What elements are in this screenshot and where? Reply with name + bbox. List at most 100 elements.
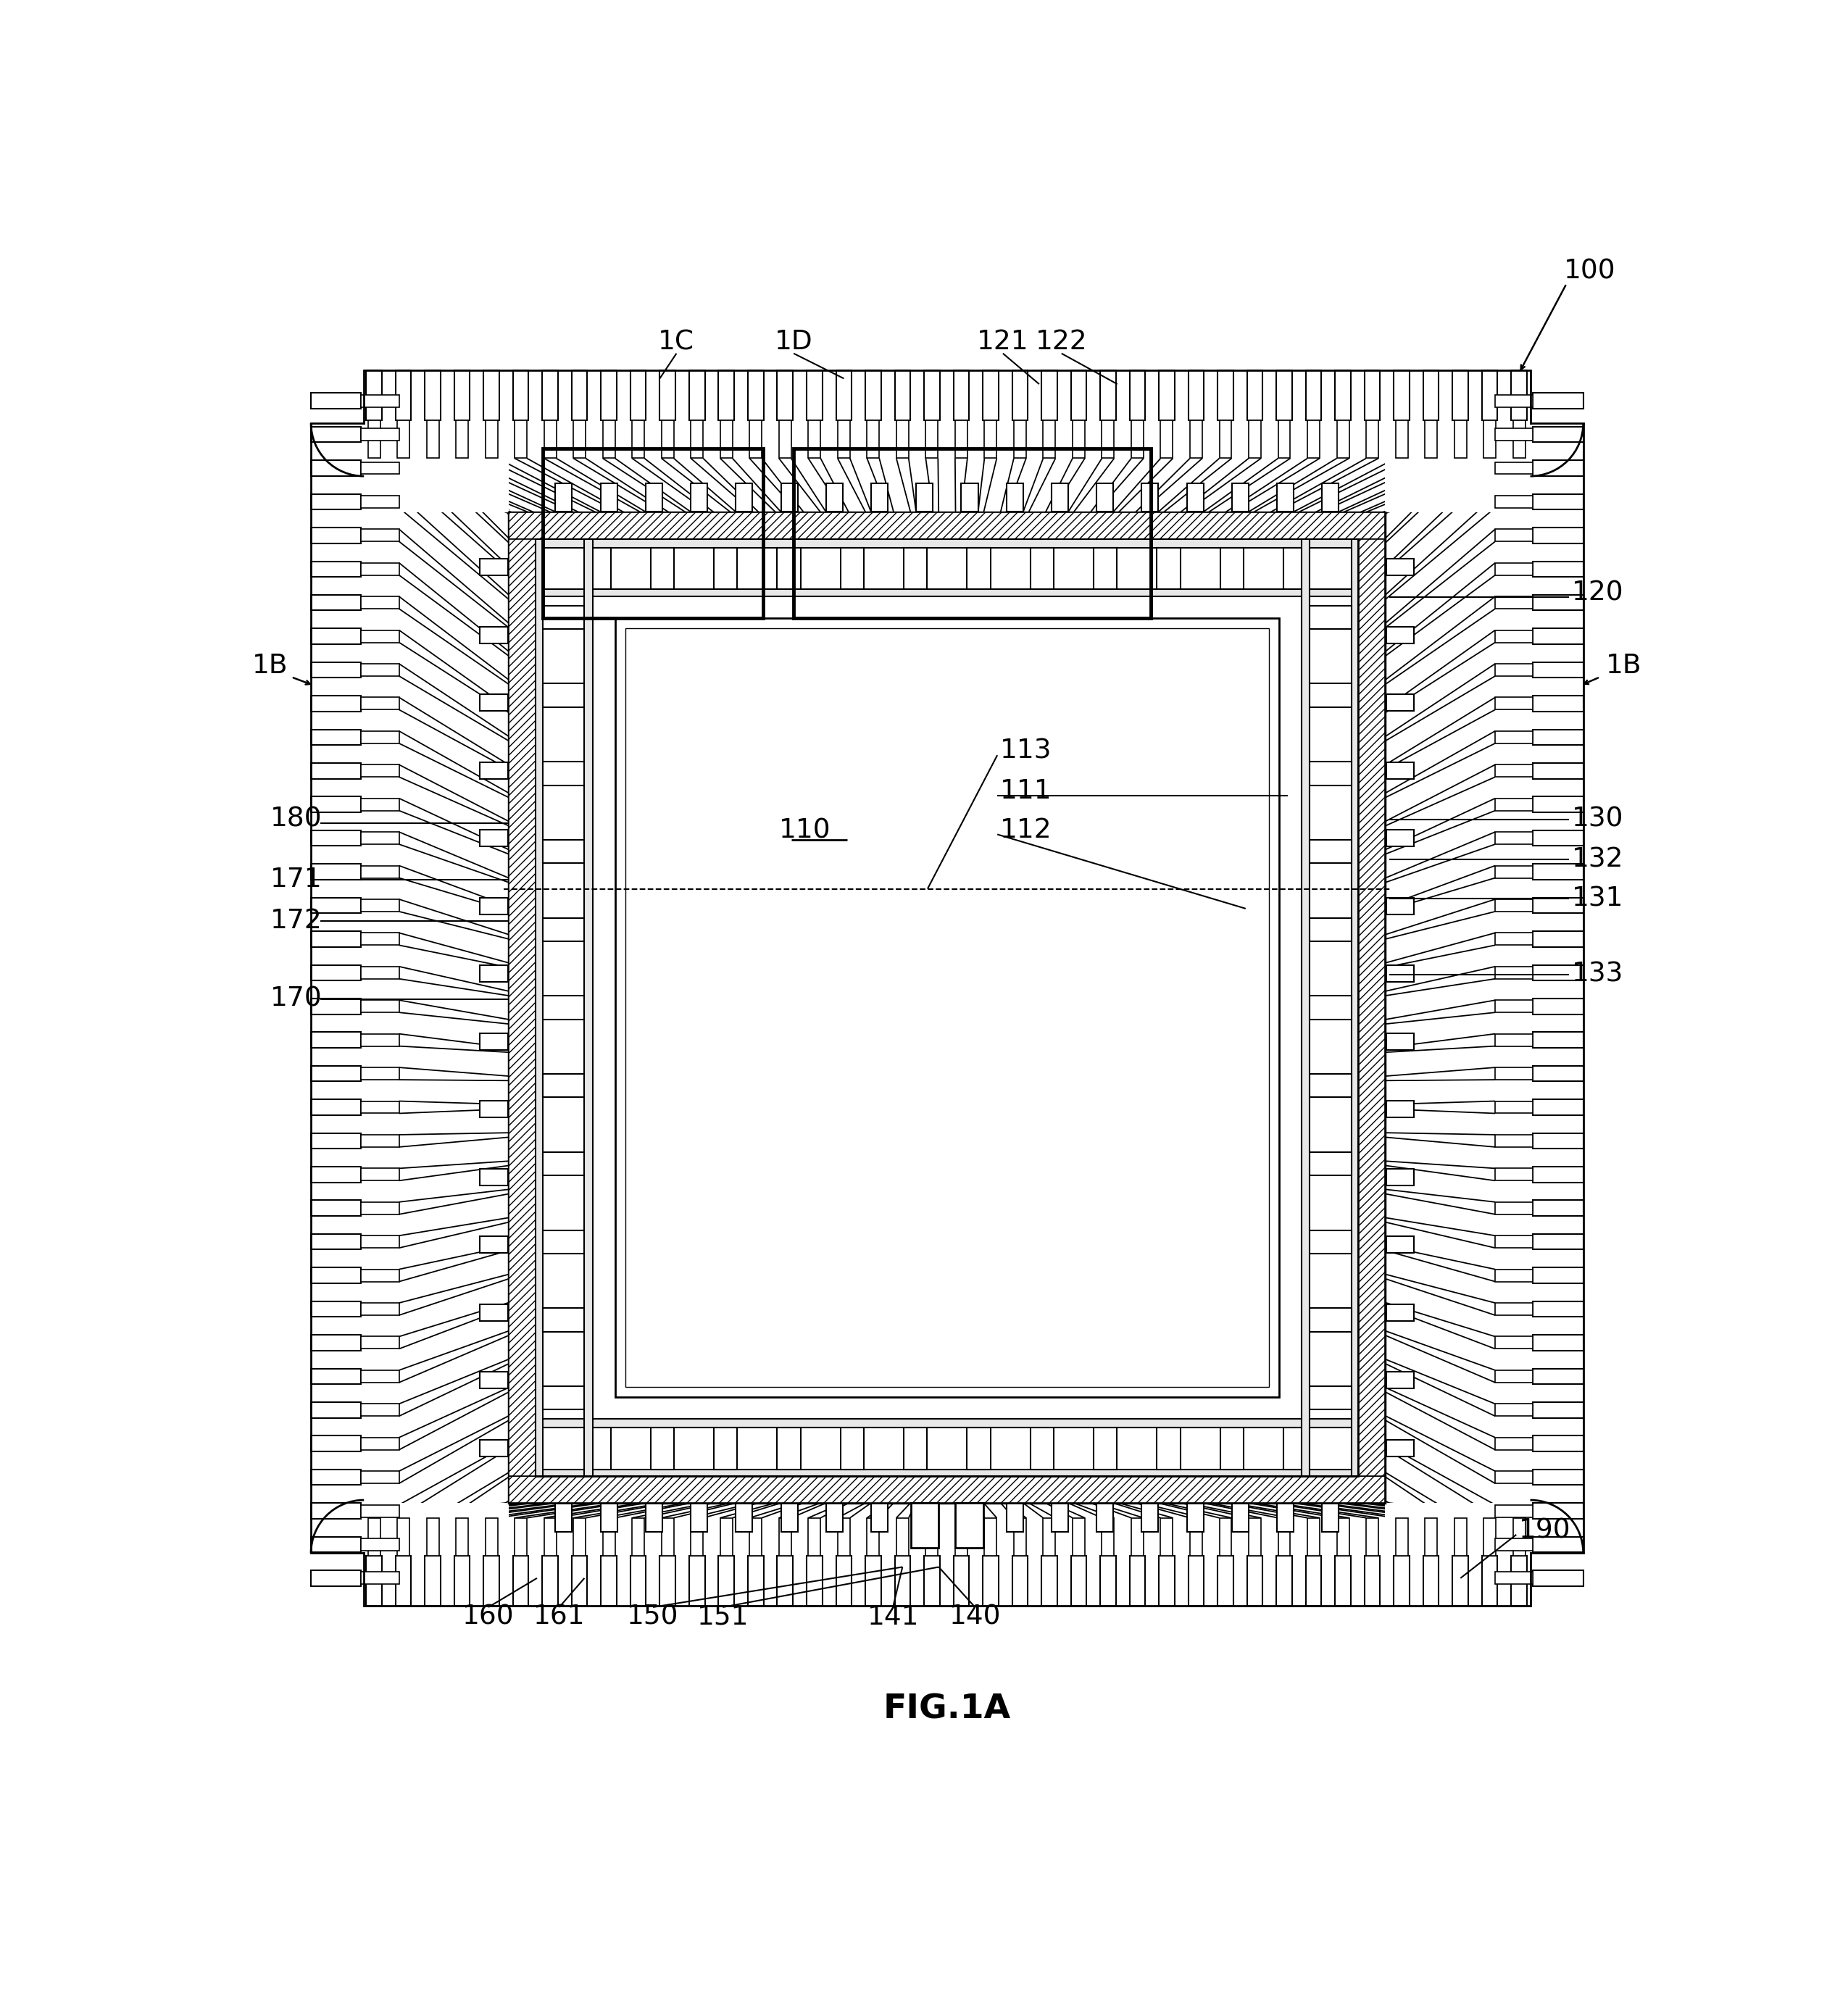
Bar	[1186, 1504, 1203, 1532]
Bar	[1101, 420, 1114, 458]
Bar	[1495, 731, 1534, 743]
Bar	[1386, 763, 1414, 779]
Bar	[310, 1335, 360, 1351]
Bar	[1495, 1572, 1534, 1584]
Bar	[1031, 1428, 1053, 1470]
Bar	[1495, 596, 1534, 610]
Text: FIG.1A: FIG.1A	[883, 1693, 1011, 1725]
Bar	[1514, 420, 1525, 458]
Bar	[691, 1518, 702, 1556]
Bar	[310, 596, 360, 610]
Bar	[1351, 540, 1358, 1476]
Bar	[1534, 528, 1584, 544]
Bar	[508, 1476, 1386, 1502]
Bar	[1534, 695, 1584, 711]
Bar	[543, 996, 584, 1020]
Bar	[983, 1556, 998, 1606]
Bar	[954, 1556, 968, 1606]
Bar	[1495, 932, 1534, 944]
Bar	[778, 1428, 800, 1470]
Bar	[1534, 1233, 1584, 1249]
Bar	[1142, 1504, 1159, 1532]
Bar	[1386, 831, 1414, 847]
Bar	[1015, 420, 1026, 458]
Bar	[1386, 1237, 1414, 1253]
Text: 172: 172	[270, 908, 322, 934]
Bar	[645, 484, 662, 512]
Bar	[1534, 729, 1584, 745]
Bar	[1534, 831, 1584, 847]
Bar	[1512, 371, 1526, 420]
Bar	[1310, 1231, 1351, 1253]
Bar	[837, 420, 850, 458]
Bar	[310, 1233, 360, 1249]
Bar	[310, 371, 508, 512]
Bar	[310, 1402, 360, 1418]
Bar	[1013, 1556, 1027, 1606]
Bar	[310, 1066, 360, 1082]
Bar	[480, 1440, 508, 1456]
Bar	[1495, 1438, 1534, 1450]
Bar	[536, 540, 543, 1476]
Bar	[310, 460, 360, 476]
Bar	[721, 420, 732, 458]
Bar	[508, 512, 1386, 540]
Bar	[924, 371, 939, 420]
Bar	[310, 998, 360, 1014]
Bar	[1188, 371, 1203, 420]
Bar	[310, 930, 360, 946]
Bar	[360, 1303, 399, 1315]
Bar	[826, 1504, 843, 1532]
Bar	[1395, 1518, 1408, 1556]
Bar	[904, 548, 928, 590]
Bar	[1495, 564, 1534, 576]
Bar	[310, 1470, 360, 1486]
Bar	[1094, 1428, 1116, 1470]
Bar	[867, 420, 880, 458]
Bar	[543, 1518, 556, 1556]
Bar	[689, 371, 704, 420]
Bar	[310, 1100, 360, 1116]
Bar	[870, 1504, 887, 1532]
Text: 112: 112	[1000, 817, 1052, 843]
Bar	[425, 371, 440, 420]
Bar	[1307, 420, 1319, 458]
Bar	[543, 1309, 584, 1331]
Bar	[917, 484, 933, 512]
Bar	[1052, 484, 1068, 512]
Bar	[1534, 1167, 1584, 1183]
Bar	[1534, 1301, 1584, 1317]
Bar	[1277, 1556, 1292, 1606]
Bar	[1364, 371, 1380, 420]
Bar	[368, 1518, 381, 1556]
Bar	[1534, 898, 1584, 912]
Bar	[397, 1518, 410, 1556]
Bar	[536, 1470, 1358, 1476]
Bar	[1534, 1436, 1584, 1452]
Bar	[310, 898, 360, 912]
Bar	[1070, 1556, 1087, 1606]
Text: 171: 171	[270, 867, 322, 892]
Bar	[1233, 484, 1249, 512]
Bar	[360, 462, 399, 474]
Bar	[1129, 1556, 1146, 1606]
Bar	[1495, 1169, 1534, 1181]
Bar	[736, 484, 752, 512]
Bar	[1279, 1518, 1290, 1556]
Bar	[310, 1167, 360, 1183]
Bar	[360, 731, 399, 743]
Bar	[660, 1556, 675, 1606]
Bar	[360, 394, 399, 406]
Bar	[1495, 428, 1534, 440]
Bar	[360, 1572, 399, 1584]
Bar	[480, 1305, 508, 1321]
Bar	[630, 371, 647, 420]
Bar	[1495, 799, 1534, 811]
Bar	[1013, 371, 1027, 420]
Bar	[360, 1068, 399, 1080]
Bar	[904, 1428, 928, 1470]
Bar	[1247, 371, 1262, 420]
Bar	[865, 1556, 881, 1606]
Bar	[360, 867, 399, 878]
Text: 1D: 1D	[774, 329, 813, 355]
